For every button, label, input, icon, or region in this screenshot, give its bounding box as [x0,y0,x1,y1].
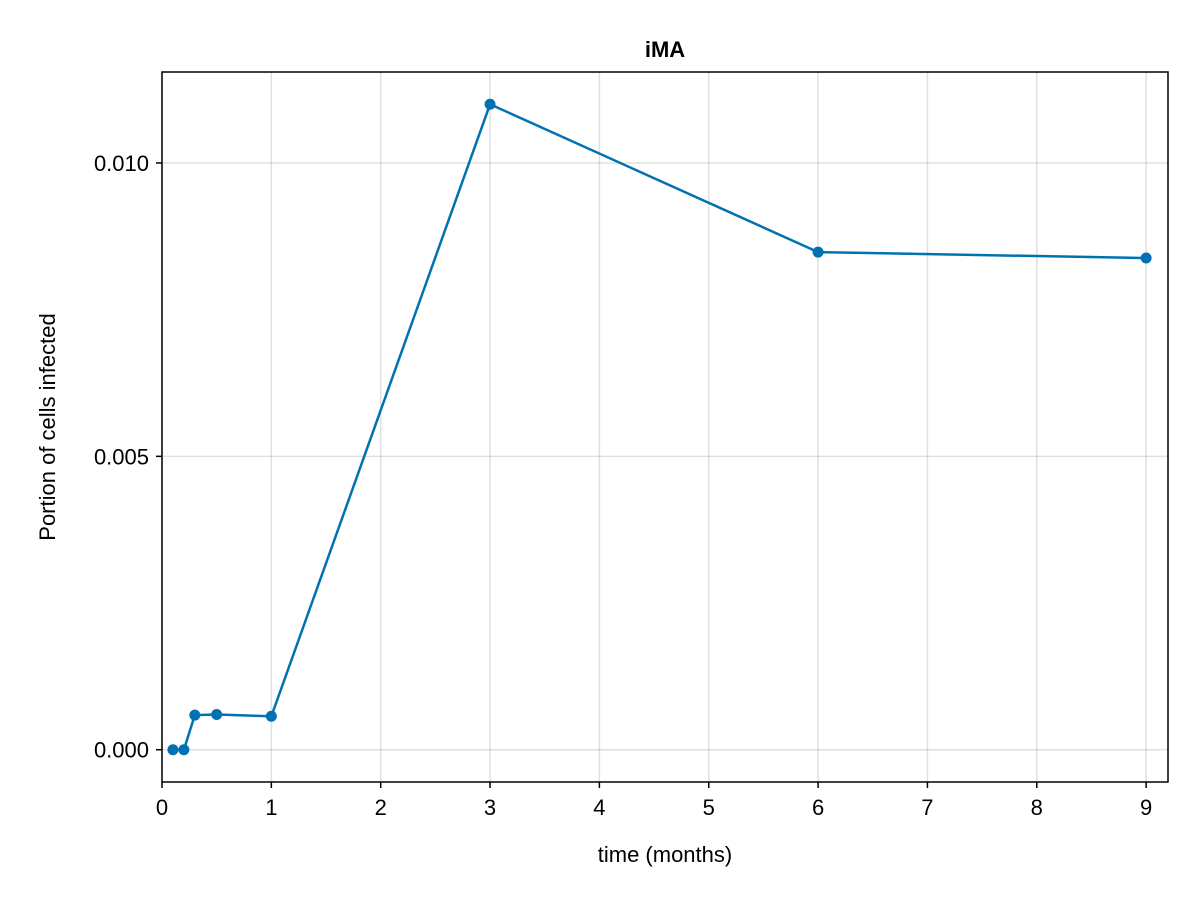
x-tick-label: 9 [1140,795,1152,820]
x-tick-label: 1 [265,795,277,820]
data-point [265,710,277,722]
series-line [172,103,1147,751]
data-point [1140,252,1152,264]
x-tick-label: 3 [484,795,496,820]
data-point [167,744,179,756]
data-point [211,709,223,721]
y-tick-label: 0.005 [94,444,149,469]
x-tick-label: 6 [812,795,824,820]
y-axis-label: Portion of cells infected [35,313,60,540]
x-axis-label: time (months) [598,842,732,867]
x-tick-label: 2 [375,795,387,820]
plot-frame [161,71,1169,783]
data-point [178,744,190,756]
x-tick-label: 4 [593,795,605,820]
grid [161,72,1168,782]
data-point [812,246,824,258]
chart-title: iMA [645,37,685,62]
x-tick-label: 8 [1031,795,1043,820]
y-tick-label: 0.010 [94,151,149,176]
data-point [484,98,496,110]
x-tick-label: 7 [921,795,933,820]
y-tick-label: 0.000 [94,738,149,763]
data-point [189,709,201,721]
series-layer [167,98,1152,756]
x-tick-label: 5 [703,795,715,820]
x-tick-label: 0 [156,795,168,820]
ticks: 0 1 2 3 4 5 6 7 8 9 0.000 0.005 0.010 [94,151,1152,820]
